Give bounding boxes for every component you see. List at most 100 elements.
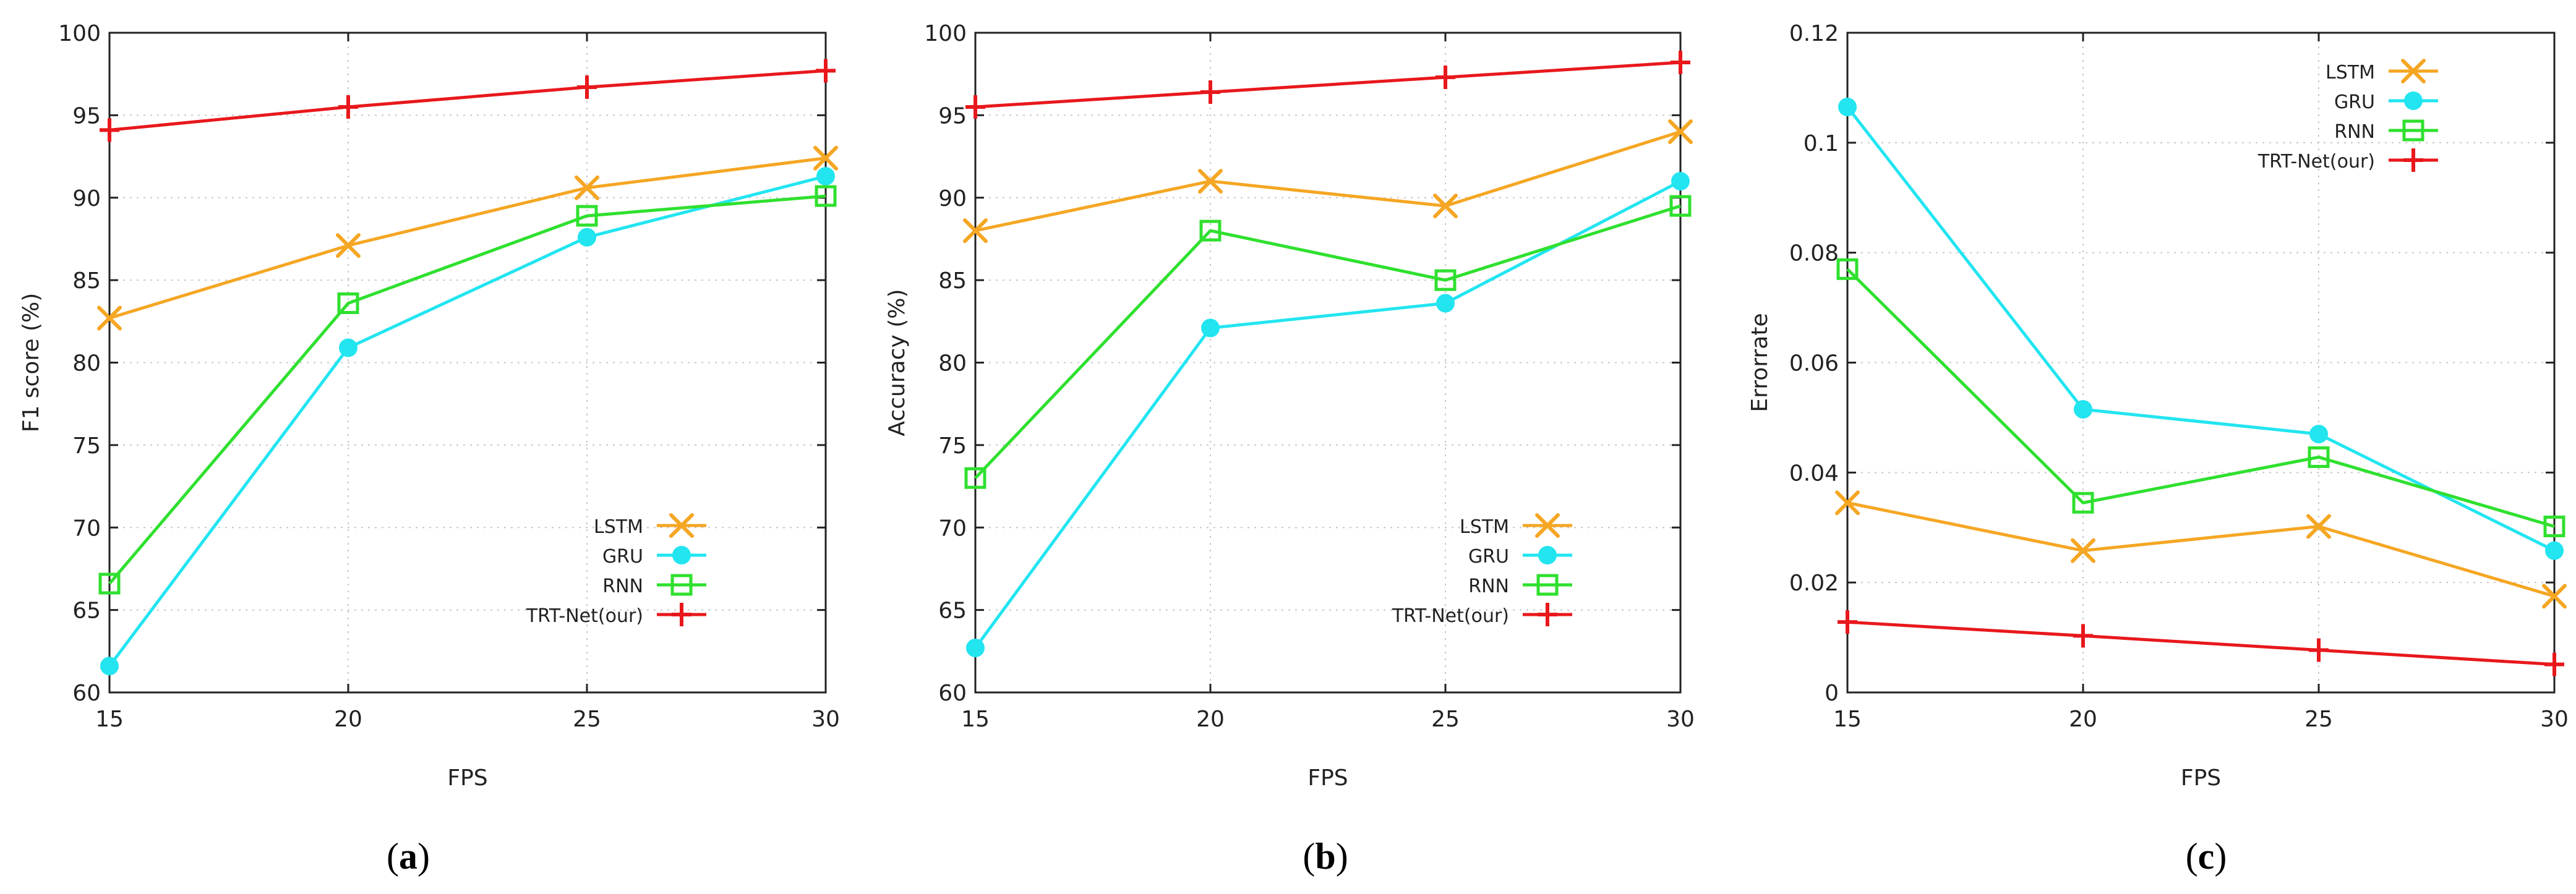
y-tick-label: 60: [938, 681, 967, 706]
data-point: [2074, 400, 2092, 419]
legend-marker: [669, 513, 694, 538]
y-tick-label: 0.02: [1789, 571, 1839, 596]
data-point: [963, 218, 988, 244]
panel-label-letter: c: [2198, 836, 2215, 877]
data-point: [100, 657, 119, 676]
panel-label-close: ): [417, 836, 430, 877]
data-point: [1434, 269, 1457, 291]
data-point: [1838, 610, 1857, 634]
x-tick-label: 20: [1196, 707, 1225, 732]
legend-marker: [670, 574, 693, 596]
series-lstm: [1835, 490, 2567, 609]
x-tick-label: 25: [573, 707, 601, 732]
x-tick-label: 25: [2304, 707, 2333, 732]
data-point: [816, 167, 835, 186]
data-point: [816, 59, 836, 83]
legend: LSTM GRU RNN TRT-Net(our): [2257, 59, 2438, 172]
y-tick-label: 100: [58, 21, 101, 46]
x-tick-label: 20: [2069, 707, 2097, 732]
y-tick-label: 95: [72, 103, 101, 129]
chart-c: 0 0.02 0.04 0.06 0.08 0.1 0.12 15 20 25 30 FPS Error…: [1747, 21, 2569, 877]
legend: LSTM GRU RNN TRT-Net(our): [526, 513, 706, 627]
data-point: [813, 145, 838, 171]
legend-label: TRT-Net(our): [526, 605, 643, 627]
panel-label: (b): [1303, 836, 1348, 877]
x-tick-label: 25: [1431, 707, 1460, 732]
series-line: [1846, 268, 2555, 528]
y-tick-label: 90: [72, 186, 101, 211]
chart-b: 60 65 70 75 80 85 90 95 100 15 20 25 30 FPS Accuracy (…: [884, 21, 1695, 877]
data-point: [966, 638, 985, 657]
legend-marker: [672, 546, 691, 564]
data-point: [2309, 425, 2328, 444]
data-point: [2309, 638, 2329, 662]
y-tick-label: 70: [72, 516, 101, 541]
data-point: [336, 233, 361, 258]
series-line: [108, 194, 826, 585]
data-point: [2071, 538, 2095, 563]
panel-label-open: (: [1303, 836, 1315, 877]
x-tick-label: 15: [1833, 707, 1862, 732]
y-tick-label: 80: [72, 351, 101, 377]
data-point: [97, 305, 122, 331]
y-tick-label: 85: [72, 268, 101, 294]
data-point: [1671, 51, 1690, 75]
data-point: [98, 573, 121, 595]
y-tick-label: 70: [938, 516, 967, 541]
data-point: [1669, 195, 1692, 217]
data-point: [338, 95, 358, 119]
legend-label: GRU: [2334, 92, 2375, 113]
series-gru: [1838, 98, 2564, 560]
legend-marker: [1536, 574, 1559, 596]
y-axis-label: F1 score (%): [19, 293, 44, 433]
y-tick-label: 75: [72, 433, 101, 459]
x-axis-label: FPS: [1307, 765, 1348, 791]
series-line: [1846, 106, 2556, 552]
series-lstm: [963, 119, 1693, 244]
legend-label: LSTM: [2326, 62, 2375, 83]
series-trt-net-our-: [965, 51, 1690, 119]
data-point: [578, 228, 596, 247]
panel-label-close: ): [1336, 836, 1348, 877]
series-line: [975, 130, 1681, 232]
legend-label: TRT-Net(our): [1392, 605, 1509, 627]
legend-marker: [2404, 92, 2423, 110]
data-point: [2306, 514, 2331, 539]
data-point: [577, 75, 597, 100]
data-point: [1436, 294, 1455, 313]
legend-marker: [672, 603, 691, 626]
y-axis-label: Accuracy (%): [884, 289, 910, 436]
series-trt-net-our-: [100, 59, 836, 142]
x-tick-label: 30: [811, 707, 840, 732]
legend-marker: [2403, 148, 2423, 172]
panel-label-open: (: [2186, 836, 2198, 877]
data-point: [1436, 66, 1455, 90]
y-tick-label: 90: [938, 186, 967, 211]
y-tick-label: 85: [938, 268, 967, 294]
y-tick-label: 80: [938, 351, 967, 377]
y-tick-label: 60: [72, 681, 101, 706]
data-point: [964, 467, 986, 489]
data-point: [2542, 584, 2567, 609]
data-point: [1838, 98, 1857, 117]
x-tick-label: 30: [1666, 707, 1695, 732]
data-point: [339, 338, 357, 357]
series-line: [108, 174, 826, 667]
y-tick-label: 0.08: [1789, 241, 1839, 266]
x-tick-label: 15: [961, 707, 990, 732]
legend-marker: [2402, 119, 2424, 142]
data-point: [1671, 172, 1690, 191]
legend-label: LSTM: [1460, 516, 1509, 538]
data-point: [2543, 515, 2565, 537]
data-point: [1668, 119, 1693, 145]
legend-label: RNN: [2334, 121, 2375, 143]
series-rnn: [1836, 258, 2565, 537]
panel-label-open: (: [387, 836, 399, 877]
data-point: [337, 292, 359, 314]
y-tick-label: 0.06: [1789, 351, 1839, 377]
data-point: [1835, 490, 1860, 516]
x-axis-label: FPS: [447, 765, 487, 791]
panel-label: (a): [387, 836, 430, 877]
legend-marker: [1538, 603, 1557, 626]
